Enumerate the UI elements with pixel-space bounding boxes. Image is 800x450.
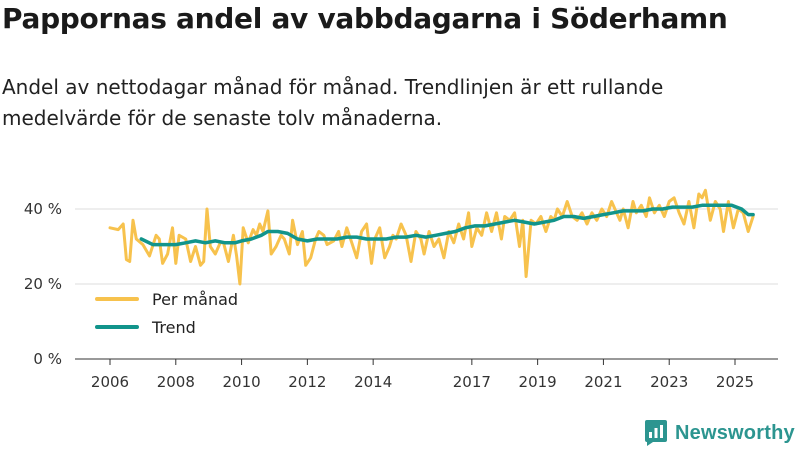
series-line-per-manad xyxy=(108,188,755,286)
x-tick-label: 2025 xyxy=(716,373,754,391)
x-tick-label: 2023 xyxy=(650,373,688,391)
x-tick-label: 2008 xyxy=(157,373,195,391)
legend[interactable]: Per månad Trend xyxy=(95,290,238,337)
newsworthy-logo-text: Newsworthy xyxy=(675,421,795,444)
x-tick-label: 2014 xyxy=(354,373,392,391)
x-tick-label: 2021 xyxy=(584,373,622,391)
x-tick-label: 2012 xyxy=(288,373,326,391)
y-tick-label: 0 % xyxy=(33,350,62,368)
legend-label: Per månad xyxy=(152,290,238,309)
legend-label: Trend xyxy=(151,318,196,337)
axes: 0 % 20 % 40 % 2006 2008 2010 2012 2014 2017 2019 2… xyxy=(24,200,778,391)
y-tick-label: 40 % xyxy=(24,200,62,218)
series-line-trend xyxy=(139,203,755,247)
legend-item-per-manad[interactable]: Per månad xyxy=(95,290,238,309)
newsworthy-logo-icon xyxy=(645,420,667,446)
x-tick-label: 2006 xyxy=(91,373,129,391)
chart-subtitle: Andel av nettodagar månad för månad. Tre… xyxy=(2,75,664,130)
y-tick-label: 20 % xyxy=(24,275,62,293)
legend-item-trend[interactable]: Trend xyxy=(95,318,196,337)
x-tick-label: 2019 xyxy=(519,373,557,391)
newsworthy-logo[interactable]: Newsworthy xyxy=(645,419,795,447)
x-tick-label: 2010 xyxy=(222,373,260,391)
x-tick-label: 2017 xyxy=(453,373,491,391)
chart-title: Pappornas andel av vabbdagarna i Söderha… xyxy=(2,2,728,35)
series xyxy=(108,188,755,286)
